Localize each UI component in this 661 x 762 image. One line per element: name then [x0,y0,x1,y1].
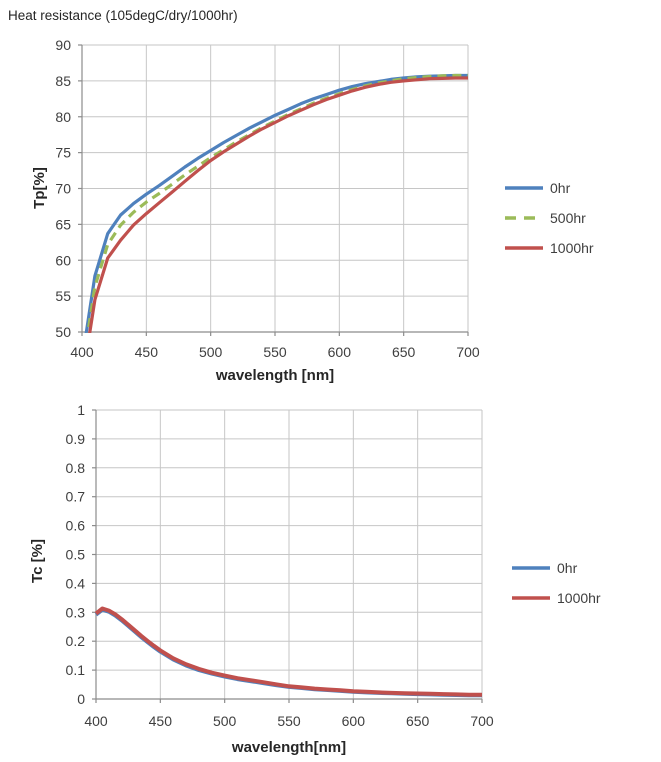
y-tick-label: 85 [55,73,71,89]
x-tick-label: 650 [392,344,416,360]
y-tick-label: 70 [55,181,71,197]
y-tick-label: 0.7 [66,489,86,505]
y-tick-label: 0.8 [66,460,86,476]
x-tick-label: 450 [135,344,159,360]
legend-label-500hr: 500hr [550,210,586,226]
series-line-0hr [84,73,468,333]
y-tick-label: 0.6 [66,518,86,534]
x-tick-label: 650 [406,713,430,729]
y-tick-label: 80 [55,109,71,125]
y-tick-label: 60 [55,252,71,268]
series-line-500hr [86,73,468,333]
x-tick-label: 700 [456,344,480,360]
legend-label-0hr: 0hr [557,560,578,576]
x-tick-label: 600 [342,713,366,729]
y-tick-label: 0.5 [66,547,86,563]
y-axis-title: Tc [%] [29,539,46,583]
x-tick-label: 700 [470,713,494,729]
series-line-1000hr [88,76,468,333]
y-tick-label: 50 [55,324,71,340]
y-tick-label: 0.2 [66,633,86,649]
y-tick-label: 90 [55,37,71,53]
series-line-1000hr [95,606,482,697]
x-axis-title: wavelength[nm] [231,739,346,756]
y-tick-label: 0.1 [66,662,86,678]
y-axis-title: Tp[%] [31,167,48,209]
legend-label-1000hr: 1000hr [550,240,594,256]
y-tick-label: 0.3 [66,604,86,620]
x-tick-label: 600 [328,344,352,360]
y-tick-label: 0 [77,691,85,707]
x-tick-label: 550 [277,713,301,729]
figure-title: Heat resistance (105degC/dry/1000hr) [8,8,238,23]
y-tick-label: 0.9 [66,431,86,447]
tp-heat-resistance-chart: 400 450 500 550 600 650 700 50 55 60 65 70 75 80 85 90 w… [31,37,594,384]
y-tick-label: 1 [77,402,85,418]
y-tick-label: 0.4 [66,575,86,591]
x-axis-title: wavelength [nm] [215,367,334,384]
y-tick-label: 65 [55,216,71,232]
x-tick-label: 550 [263,344,287,360]
y-tick-label: 55 [55,288,71,304]
tc-heat-resistance-chart: 400 450 500 550 600 650 700 0 0.1 0.2 0.3 0.4 0.5 0.6… [29,402,601,756]
x-tick-label: 500 [213,713,237,729]
y-tick-label: 75 [55,145,71,161]
x-tick-label: 400 [70,344,94,360]
legend-label-1000hr: 1000hr [557,590,601,606]
x-tick-label: 400 [84,713,108,729]
x-tick-label: 500 [199,344,223,360]
legend-label-0hr: 0hr [550,180,571,196]
x-tick-label: 450 [149,713,173,729]
